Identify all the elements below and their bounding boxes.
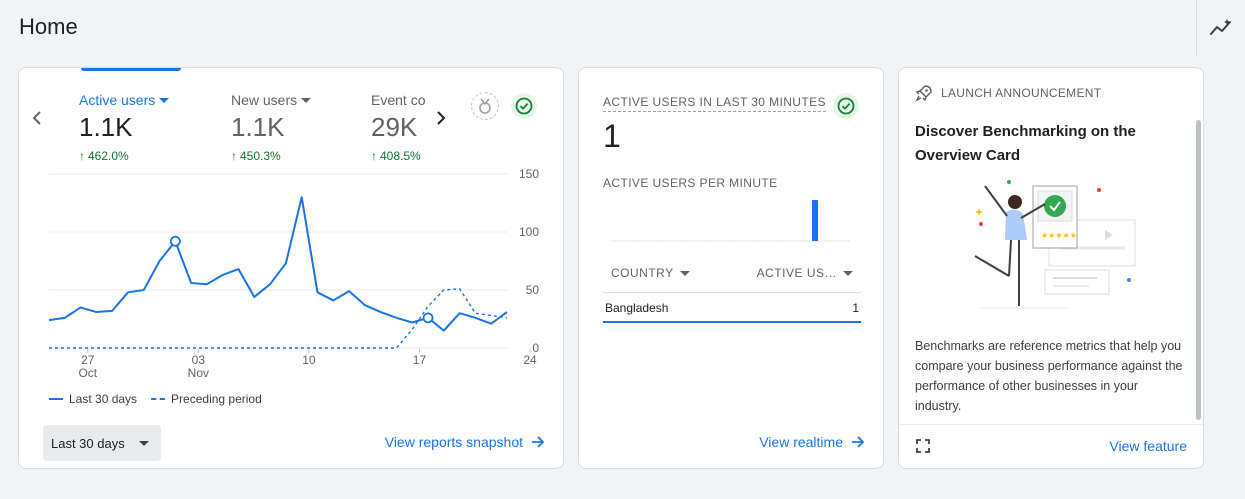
dropdown-arrow-icon bbox=[301, 97, 312, 103]
arrow-right-icon bbox=[532, 436, 545, 448]
metric-change-text: 450.3% bbox=[240, 149, 281, 163]
launch-header-text: LAUNCH ANNOUNCEMENT bbox=[941, 86, 1102, 100]
scrollbar[interactable] bbox=[1196, 120, 1201, 420]
per-minute-label: ACTIVE USERS PER MINUTE bbox=[603, 176, 778, 190]
x-tick-day: 24 bbox=[523, 353, 537, 367]
column-label: ACTIVE US… bbox=[756, 266, 837, 280]
x-tick-month: Nov bbox=[188, 366, 209, 380]
launch-announcement-card: LAUNCH ANNOUNCEMENT Discover Benchmarkin… bbox=[898, 67, 1204, 469]
x-tick-day: 03 bbox=[192, 353, 206, 367]
column-label: COUNTRY bbox=[611, 266, 674, 280]
metric-label-text: Active users bbox=[79, 92, 156, 108]
legend-current-label: Last 30 days bbox=[69, 392, 138, 406]
metric-change: ↑ 462.0% bbox=[79, 149, 169, 163]
table-row: Bangladesh 1 bbox=[603, 293, 861, 323]
benchmark-badge-icon[interactable] bbox=[471, 92, 499, 120]
dropdown-arrow-icon bbox=[843, 270, 853, 276]
metric-value: 1.1K bbox=[231, 112, 285, 142]
users-line-chart: 150 100 50 0 27 Oct 03 Nov 10 17 24 bbox=[19, 167, 563, 388]
column-country[interactable]: COUNTRY bbox=[611, 266, 690, 280]
link-label: View realtime bbox=[759, 434, 843, 450]
metric-change-text: 462.0% bbox=[88, 149, 129, 163]
metric-label: Event co bbox=[371, 92, 427, 108]
dropdown-arrow-icon bbox=[139, 441, 149, 446]
metric-new-users[interactable]: New users 1.1K ↑ 450.3% bbox=[231, 92, 312, 163]
metric-label: New users bbox=[231, 92, 312, 108]
benchmark-illustration: ★★★★★ bbox=[974, 180, 1136, 309]
per-minute-bar-chart bbox=[611, 198, 851, 246]
column-active-users[interactable]: ACTIVE US… bbox=[757, 266, 853, 280]
chevron-left-icon[interactable] bbox=[29, 108, 45, 128]
y-tick-label: 100 bbox=[519, 225, 539, 239]
launch-title: Discover Benchmarking on the Overview Ca… bbox=[915, 123, 1136, 164]
check-circle-icon[interactable] bbox=[833, 93, 859, 119]
dropdown-arrow-icon bbox=[679, 270, 690, 276]
country-table: COUNTRY ACTIVE US… Bangladesh 1 bbox=[603, 262, 861, 323]
rocket-icon bbox=[915, 85, 932, 102]
series-line-1 bbox=[49, 288, 508, 349]
arrow-up-icon: ↑ bbox=[79, 149, 85, 163]
link-label: View feature bbox=[1109, 438, 1187, 454]
arrow-up-icon: ↑ bbox=[371, 149, 377, 163]
expand-icon[interactable] bbox=[915, 438, 931, 454]
view-reports-snapshot-link[interactable]: View reports snapshot bbox=[385, 434, 545, 450]
chevron-right-icon[interactable] bbox=[433, 108, 449, 128]
y-tick-label: 0 bbox=[532, 341, 539, 355]
metric-change: ↑ 450.3% bbox=[231, 149, 311, 163]
page-title: Home bbox=[19, 14, 78, 39]
x-tick-day: 17 bbox=[413, 353, 427, 367]
realtime-value: 1 bbox=[603, 118, 621, 154]
series-line-0 bbox=[48, 196, 508, 332]
arrow-up-icon: ↑ bbox=[231, 149, 237, 163]
metric-value: 29K bbox=[371, 112, 418, 142]
metric-label-text: New users bbox=[231, 92, 298, 108]
table-header: COUNTRY ACTIVE US… bbox=[603, 262, 861, 293]
legend-dashed-swatch bbox=[151, 398, 166, 400]
y-tick-label: 50 bbox=[526, 283, 540, 297]
metric-label: Active users bbox=[79, 92, 170, 108]
minute-bar[interactable] bbox=[812, 200, 818, 241]
chart-legend: Last 30 days Preceding period bbox=[49, 392, 262, 406]
realtime-title[interactable]: ACTIVE USERS IN LAST 30 MINUTES bbox=[603, 95, 826, 112]
metric-event-count[interactable]: Event co 29K ↑ 408.5% bbox=[371, 92, 427, 163]
y-tick-label: 150 bbox=[519, 168, 539, 181]
legend-current: Last 30 days bbox=[49, 392, 137, 406]
link-label: View reports snapshot bbox=[384, 434, 523, 450]
date-range-select[interactable]: Last 30 days bbox=[43, 425, 161, 461]
country-cell: Bangladesh bbox=[605, 301, 669, 315]
arrow-right-icon bbox=[852, 436, 865, 448]
view-feature-link[interactable]: View feature bbox=[1109, 438, 1187, 454]
date-range-value: Last 30 days bbox=[51, 435, 125, 451]
metric-change: ↑ 408.5% bbox=[371, 149, 427, 163]
users-cell: 1 bbox=[852, 301, 859, 315]
x-tick-month: Oct bbox=[78, 366, 97, 380]
check-circle-icon[interactable] bbox=[511, 93, 537, 119]
launch-header: LAUNCH ANNOUNCEMENT bbox=[915, 84, 1101, 102]
highlight-point[interactable] bbox=[422, 312, 434, 324]
overview-card: Active users 1.1K ↑ 462.0% New users 1.1… bbox=[18, 67, 564, 469]
realtime-card: ACTIVE USERS IN LAST 30 MINUTES 1 ACTIVE… bbox=[578, 67, 884, 469]
x-tick-day: 10 bbox=[302, 353, 316, 367]
active-tab-indicator bbox=[81, 68, 181, 71]
metric-value: 1.1K bbox=[79, 112, 133, 142]
metric-label-text: Event co bbox=[371, 92, 426, 108]
metric-active-users[interactable]: Active users 1.1K ↑ 462.0% bbox=[79, 92, 170, 163]
legend-previous: Preceding period bbox=[151, 392, 262, 406]
insights-sparkline-icon bbox=[1210, 19, 1231, 35]
metric-change-text: 408.5% bbox=[380, 149, 421, 163]
view-realtime-link[interactable]: View realtime bbox=[759, 434, 865, 450]
insights-button[interactable] bbox=[1196, 0, 1245, 56]
divider bbox=[899, 424, 1203, 425]
legend-previous-label: Preceding period bbox=[171, 392, 262, 406]
launch-body: Benchmarks are reference metrics that he… bbox=[915, 339, 1183, 413]
legend-solid-swatch bbox=[49, 398, 63, 400]
svg-text:★★★★★: ★★★★★ bbox=[1041, 231, 1077, 240]
highlight-point[interactable] bbox=[169, 235, 181, 247]
x-tick-day: 27 bbox=[81, 353, 95, 367]
dropdown-arrow-icon bbox=[159, 97, 170, 103]
